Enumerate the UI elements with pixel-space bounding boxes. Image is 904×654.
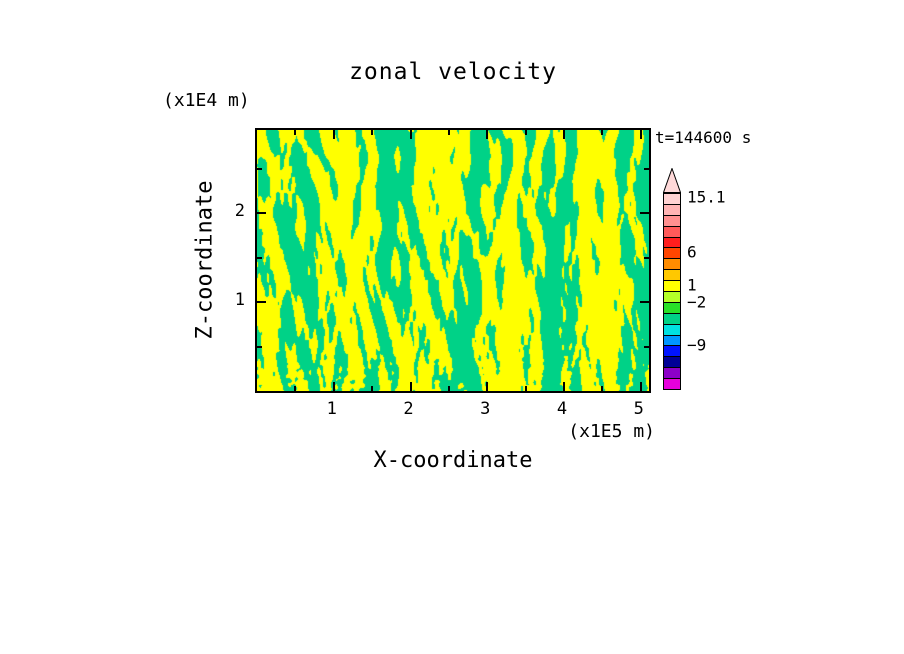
colorbar-segment [664, 357, 680, 369]
axis-tick [257, 168, 262, 170]
axis-tick [294, 130, 296, 135]
colorbar-label: 1 [687, 275, 697, 295]
axis-tick [644, 346, 649, 348]
x-axis-unit-label: (x1E5 m) [568, 421, 655, 442]
axis-tick [525, 130, 527, 135]
axis-tick [371, 130, 373, 135]
axis-tick [448, 386, 450, 391]
colorbar-segment [664, 248, 680, 260]
zonal-velocity-field [257, 130, 649, 391]
y-tick-label: 1 [234, 290, 245, 310]
colorbar-label: 6 [687, 242, 697, 262]
time-label: t=144600 s [655, 128, 752, 147]
axis-tick [333, 382, 335, 391]
axis-tick [410, 130, 412, 139]
axis-tick [257, 301, 266, 303]
y-tick-label: 2 [234, 201, 245, 221]
colorbar-segment [664, 194, 680, 205]
colorbar-segment [664, 302, 680, 314]
plot-title: zonal velocity [349, 59, 557, 85]
colorbar-segment [664, 259, 680, 271]
colorbar-segment [664, 237, 680, 249]
axis-tick [644, 168, 649, 170]
axis-tick [525, 386, 527, 391]
axis-tick [640, 382, 642, 391]
axis-tick [563, 130, 565, 139]
colorbar-segment [664, 204, 680, 216]
axis-tick [601, 130, 603, 135]
colorbar-segment [664, 335, 680, 347]
axis-tick [644, 257, 649, 259]
colorbar-segment [664, 270, 680, 282]
axis-tick [410, 382, 412, 391]
heatmap-plot [255, 128, 651, 393]
colorbar-segment [664, 368, 680, 380]
axis-tick [257, 257, 262, 259]
colorbar-segment [664, 346, 680, 358]
axis-tick [486, 130, 488, 139]
z-axis-unit-label: (x1E4 m) [163, 90, 250, 111]
colorbar-segment [664, 379, 680, 390]
axis-tick [486, 382, 488, 391]
axis-tick [448, 130, 450, 135]
x-tick-label: 2 [403, 399, 414, 419]
axis-ticks [257, 130, 649, 391]
x-tick-label: 5 [633, 399, 644, 419]
axis-tick [371, 386, 373, 391]
axis-tick [640, 301, 649, 303]
colorbar-label: −9 [687, 335, 707, 355]
axis-tick [640, 212, 649, 214]
colorbar-arrow [663, 168, 681, 193]
axis-tick [257, 212, 266, 214]
colorbar-segment [664, 215, 680, 227]
axis-tick [640, 130, 642, 139]
axis-tick [294, 386, 296, 391]
x-tick-label: 1 [326, 399, 337, 419]
axis-tick [333, 130, 335, 139]
colorbar-segment [664, 292, 680, 303]
x-axis-title: X-coordinate [373, 448, 533, 473]
colorbar-segment [664, 324, 680, 336]
colorbar-segment [664, 281, 680, 293]
axis-tick [563, 382, 565, 391]
axis-tick [601, 386, 603, 391]
x-tick-label: 4 [556, 399, 568, 419]
colorbar-segment [664, 226, 680, 238]
colorbar [663, 193, 681, 390]
x-tick-label: 3 [480, 399, 491, 419]
colorbar-segment [664, 313, 680, 325]
colorbar-label: −2 [687, 292, 707, 312]
axis-tick [257, 346, 262, 348]
colorbar-label: 15.1 [687, 187, 726, 207]
